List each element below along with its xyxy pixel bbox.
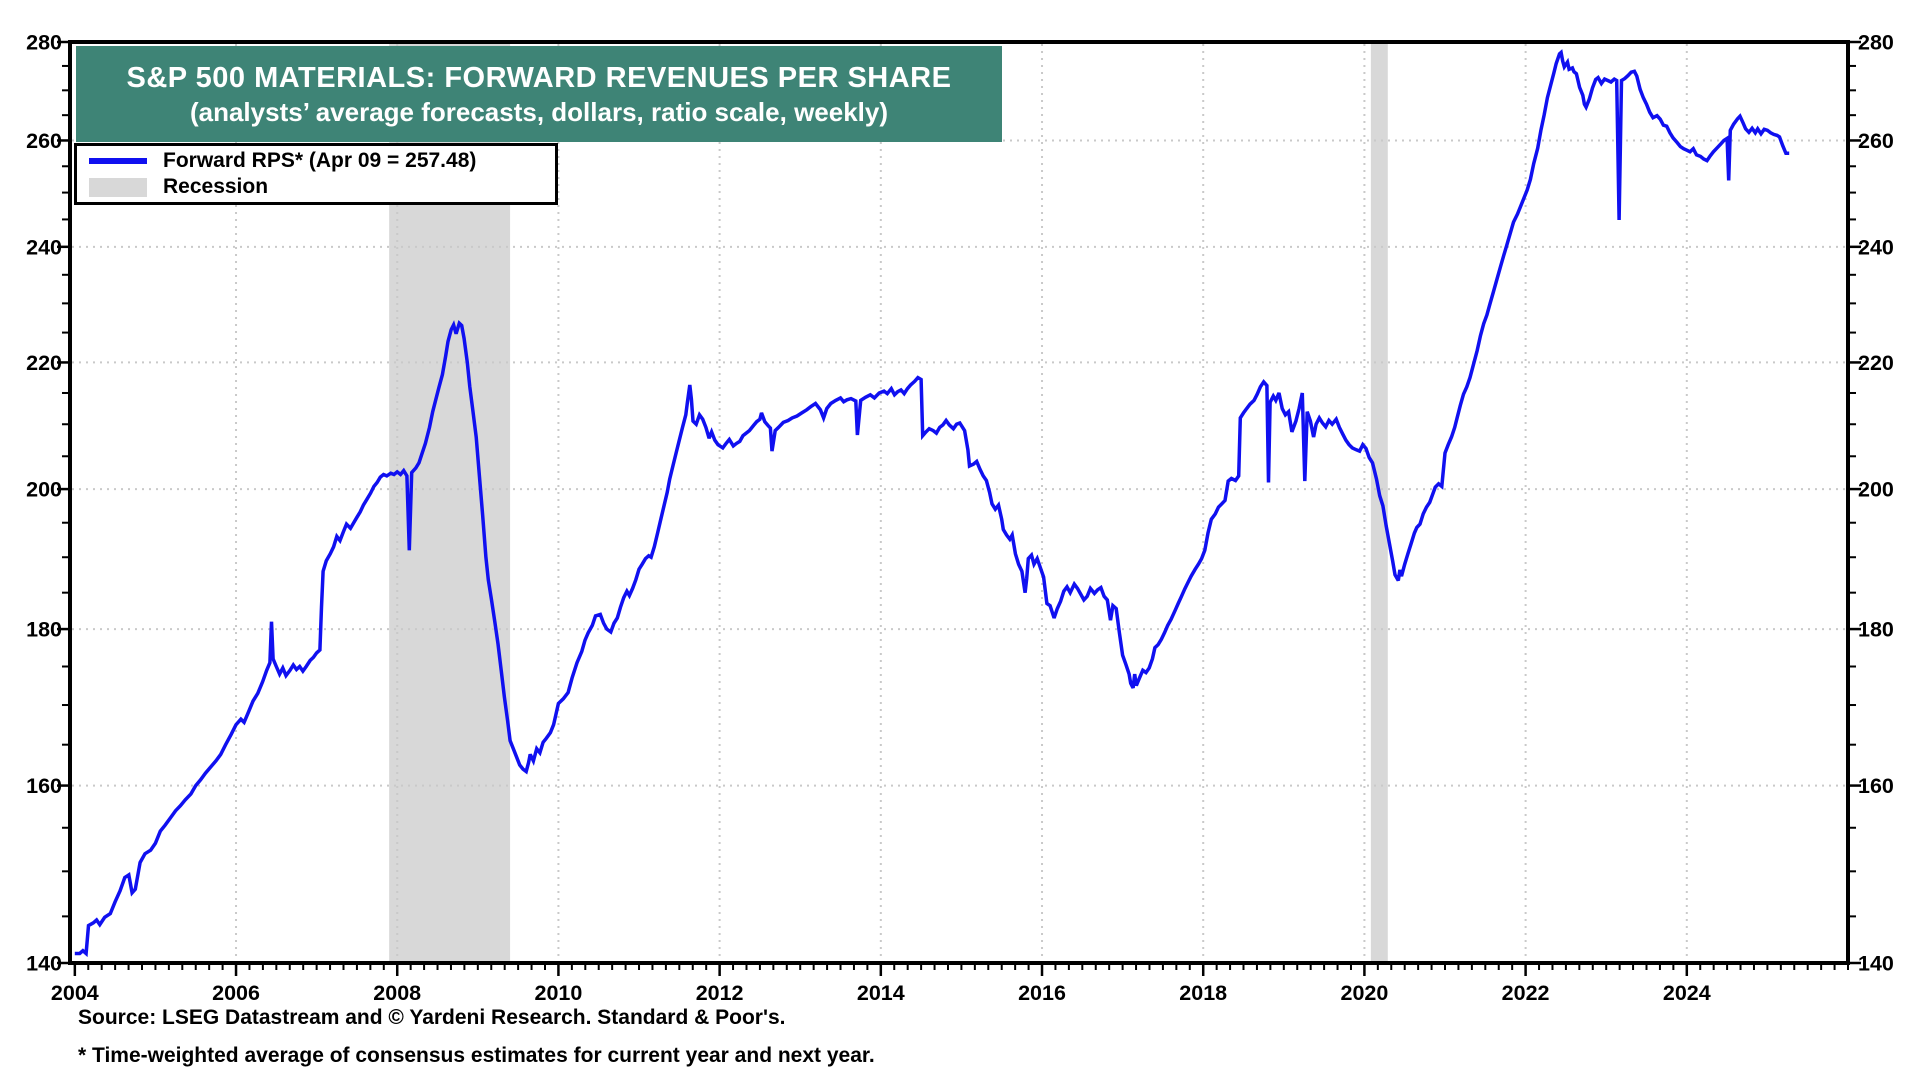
recession-band [1370, 44, 1388, 961]
recession-swatch [89, 177, 147, 197]
x-axis-label: 2010 [535, 981, 583, 1005]
y-axis-label: 260 [26, 129, 62, 153]
legend-label-recession: Recession [163, 175, 269, 198]
legend-item-recession: Recession [77, 174, 555, 200]
legend-item-forward-rps: Forward RPS* (Apr 09 = 257.48) [77, 148, 555, 174]
x-axis-label: 2016 [1018, 981, 1066, 1005]
legend-label-forward-rps: Forward RPS* (Apr 09 = 257.48) [163, 149, 477, 172]
legend: Forward RPS* (Apr 09 = 257.48) Recession [74, 143, 558, 205]
x-axis-label: 2022 [1502, 981, 1550, 1005]
footnote: * Time-weighted average of consensus est… [78, 1044, 875, 1067]
source-note: Source: LSEG Datastream and © Yardeni Re… [78, 1006, 786, 1029]
y-axis-label: 160 [26, 774, 62, 798]
x-axis-labels: 2004 2006 2008 2010 2012 2014 2016 2018 2020 2022… [51, 981, 1711, 1005]
y-axis-labels-right: 140 160 180 200 220 240 260 280 [1858, 31, 1894, 976]
x-axis-label: 2012 [696, 981, 744, 1005]
series-line-swatch [89, 158, 147, 164]
y-axis-labels-left: 140 160 180 200 220 240 260 280 [26, 31, 62, 976]
x-axis-label: 2018 [1179, 981, 1227, 1005]
chart-subtitle: (analysts’ average forecasts, dollars, r… [189, 96, 889, 127]
y-axis-label: 200 [1858, 478, 1894, 502]
gridlines [72, 44, 1846, 961]
axis-ticks [57, 40, 1861, 976]
y-axis-label: 180 [1858, 618, 1894, 642]
x-axis-label: 2020 [1340, 981, 1388, 1005]
plot-frame [68, 40, 1850, 965]
x-axis-label: 2006 [212, 981, 260, 1005]
chart-title: S&P 500 MATERIALS: FORWARD REVENUES PER … [126, 62, 952, 95]
y-axis-label: 280 [1858, 31, 1894, 55]
y-axis-label: 200 [26, 478, 62, 502]
y-axis-label: 140 [1858, 952, 1894, 976]
forward-rps-line [74, 49, 1790, 958]
y-axis-label: 160 [1858, 774, 1894, 798]
chart-title-box: S&P 500 MATERIALS: FORWARD REVENUES PER … [76, 46, 1002, 142]
y-axis-label: 220 [26, 351, 62, 375]
y-axis-label: 180 [26, 618, 62, 642]
y-axis-label: 240 [26, 235, 62, 259]
x-axis-label: 2024 [1663, 981, 1711, 1005]
y-axis-label: 220 [1858, 351, 1894, 375]
x-axis-label: 2014 [857, 981, 905, 1005]
y-axis-label: 240 [1858, 235, 1894, 259]
x-axis-label: 2008 [373, 981, 421, 1005]
y-axis-label: 280 [26, 31, 62, 55]
y-axis-label: 260 [1858, 129, 1894, 153]
x-axis-label: 2004 [51, 981, 99, 1005]
y-axis-label: 140 [26, 952, 62, 976]
